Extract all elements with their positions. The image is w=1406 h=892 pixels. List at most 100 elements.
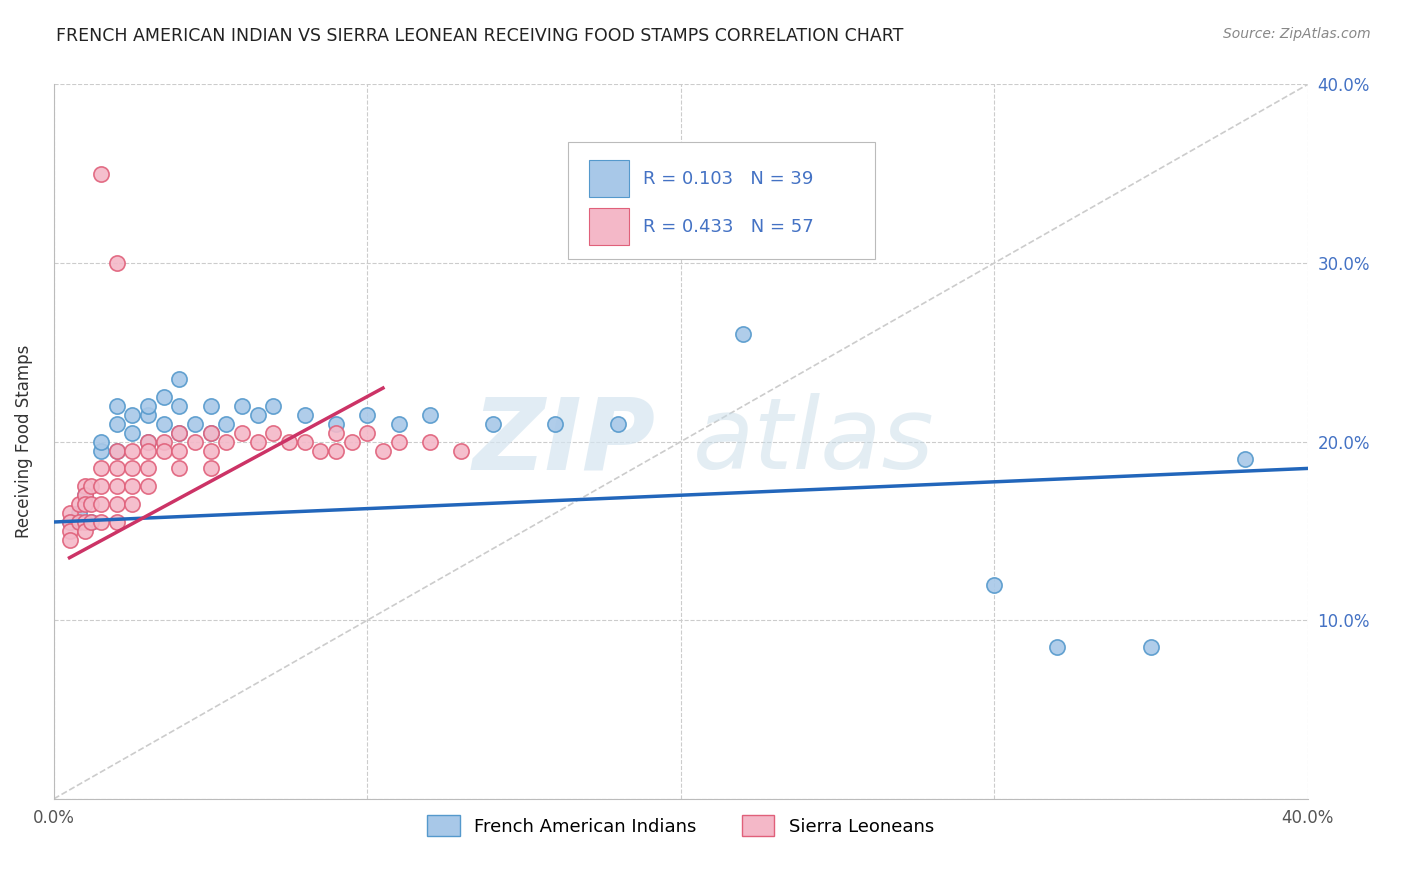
Point: [167, 461, 190, 475]
Point: [121, 479, 143, 493]
Point: [200, 425, 222, 440]
Point: [356, 425, 378, 440]
Point: [215, 417, 238, 431]
Point: [136, 399, 159, 413]
Point: [544, 417, 567, 431]
Point: [90, 479, 112, 493]
Point: [262, 399, 284, 413]
Text: Source: ZipAtlas.com: Source: ZipAtlas.com: [1223, 27, 1371, 41]
Point: [231, 425, 253, 440]
Point: [105, 461, 128, 475]
Point: [80, 497, 103, 511]
Point: [121, 408, 143, 422]
Point: [184, 434, 207, 449]
Point: [388, 434, 411, 449]
Point: [450, 443, 472, 458]
Text: ZIP: ZIP: [472, 393, 655, 490]
Point: [90, 167, 112, 181]
Point: [136, 461, 159, 475]
Point: [983, 577, 1005, 591]
Point: [80, 515, 103, 529]
Text: atlas: atlas: [693, 393, 935, 490]
Point: [419, 408, 441, 422]
Point: [121, 461, 143, 475]
Point: [105, 443, 128, 458]
Point: [419, 434, 441, 449]
Point: [80, 479, 103, 493]
Point: [167, 399, 190, 413]
Point: [200, 461, 222, 475]
Point: [136, 434, 159, 449]
Point: [67, 515, 90, 529]
Point: [200, 399, 222, 413]
Point: [58, 506, 80, 520]
Point: [90, 461, 112, 475]
FancyBboxPatch shape: [568, 142, 875, 260]
Point: [152, 443, 174, 458]
Point: [215, 434, 238, 449]
Point: [184, 417, 207, 431]
Point: [75, 479, 97, 493]
Point: [58, 515, 80, 529]
Point: [75, 488, 97, 502]
Point: [121, 425, 143, 440]
Point: [607, 417, 630, 431]
Point: [167, 443, 190, 458]
Point: [58, 515, 80, 529]
Point: [262, 425, 284, 440]
Point: [105, 497, 128, 511]
Point: [294, 408, 316, 422]
Point: [200, 443, 222, 458]
Point: [58, 524, 80, 538]
Text: R = 0.103   N = 39: R = 0.103 N = 39: [643, 169, 814, 187]
Point: [105, 399, 128, 413]
Point: [75, 488, 97, 502]
Point: [136, 443, 159, 458]
Point: [167, 425, 190, 440]
Point: [75, 524, 97, 538]
Point: [105, 479, 128, 493]
Point: [58, 533, 80, 547]
Point: [136, 434, 159, 449]
Point: [75, 497, 97, 511]
Point: [105, 417, 128, 431]
Point: [90, 497, 112, 511]
Point: [152, 434, 174, 449]
Bar: [589, 161, 630, 197]
Point: [231, 399, 253, 413]
Point: [200, 425, 222, 440]
Point: [356, 408, 378, 422]
Text: R = 0.433   N = 57: R = 0.433 N = 57: [643, 219, 814, 236]
Point: [80, 515, 103, 529]
Point: [325, 425, 347, 440]
Point: [67, 506, 90, 520]
Point: [325, 417, 347, 431]
Point: [246, 434, 269, 449]
Point: [90, 434, 112, 449]
Point: [136, 408, 159, 422]
Point: [1046, 640, 1069, 654]
Point: [167, 372, 190, 386]
Text: FRENCH AMERICAN INDIAN VS SIERRA LEONEAN RECEIVING FOOD STAMPS CORRELATION CHART: FRENCH AMERICAN INDIAN VS SIERRA LEONEAN…: [56, 27, 904, 45]
Point: [277, 434, 299, 449]
Point: [246, 408, 269, 422]
Point: [325, 443, 347, 458]
Point: [121, 443, 143, 458]
Point: [1233, 452, 1256, 467]
Point: [105, 443, 128, 458]
Point: [105, 515, 128, 529]
Point: [90, 443, 112, 458]
Point: [121, 497, 143, 511]
Bar: [589, 208, 630, 245]
Point: [105, 256, 128, 270]
Point: [152, 390, 174, 404]
Point: [340, 434, 363, 449]
Point: [388, 417, 411, 431]
Point: [1140, 640, 1163, 654]
Point: [75, 515, 97, 529]
Point: [733, 327, 755, 342]
Point: [67, 497, 90, 511]
Point: [309, 443, 332, 458]
Point: [294, 434, 316, 449]
Point: [152, 417, 174, 431]
